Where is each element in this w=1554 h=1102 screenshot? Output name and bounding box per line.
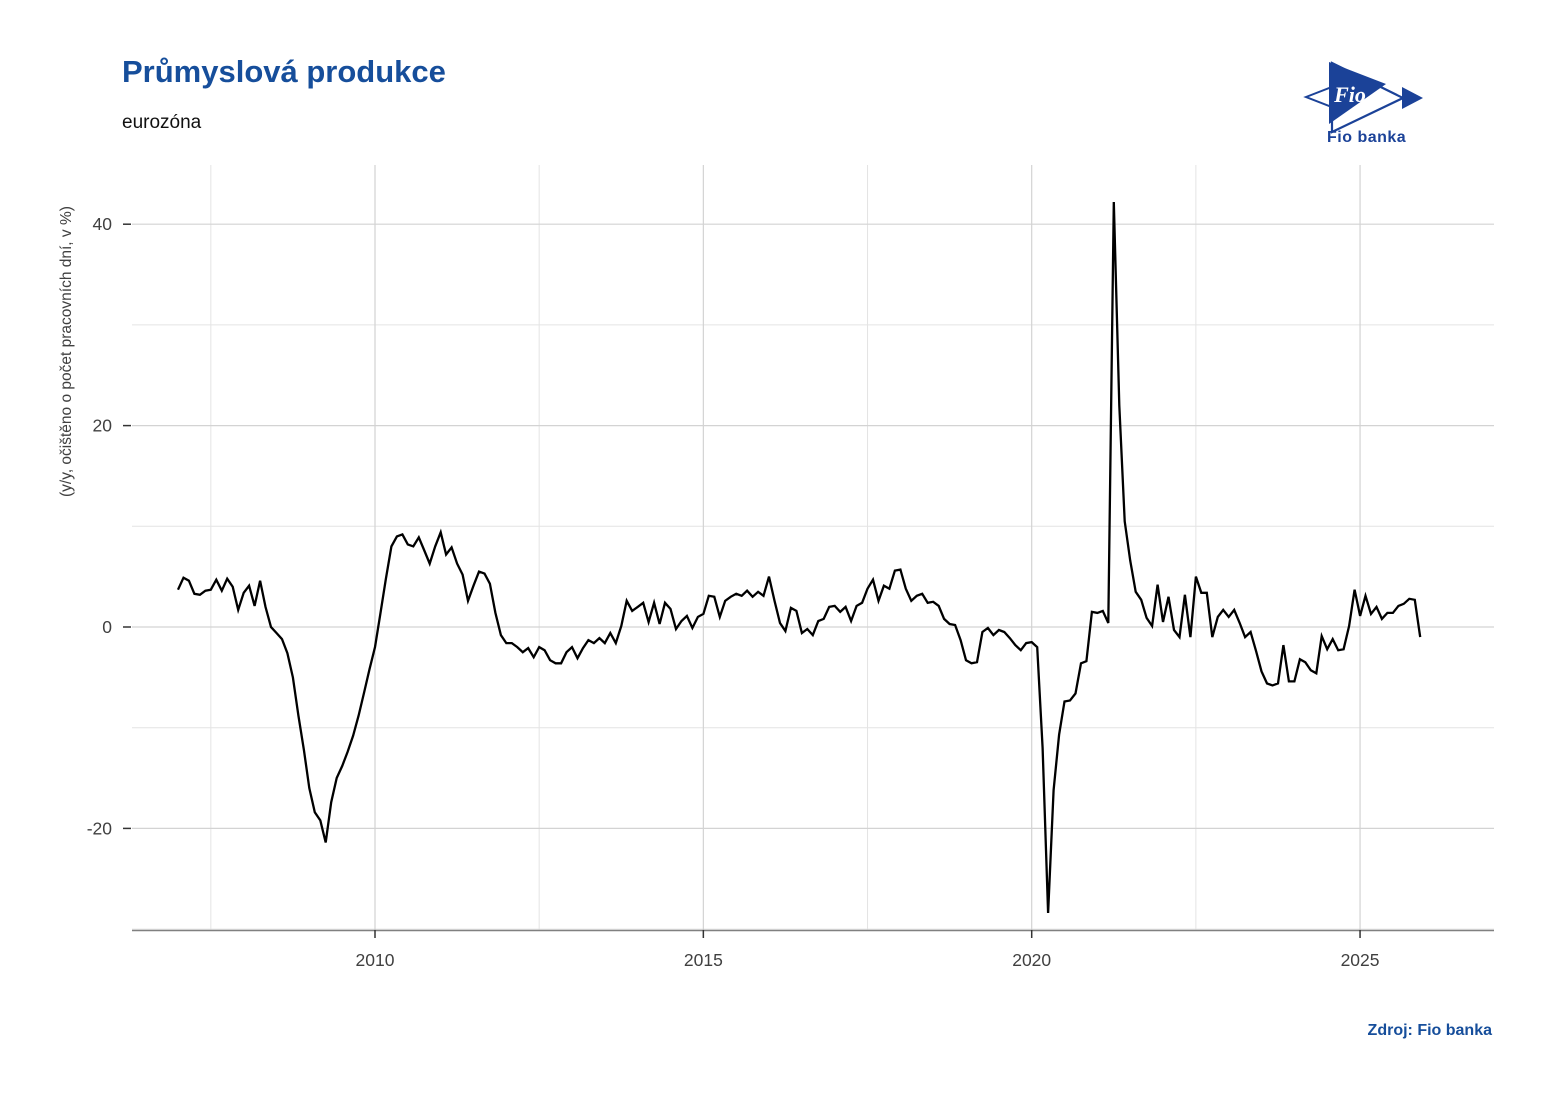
y-axis-tick-label: -20	[87, 818, 113, 838]
x-axis-tick-label: 2020	[1012, 950, 1051, 970]
page-title: Průmyslová produkce	[122, 54, 446, 89]
x-axis-tick-label: 2015	[684, 950, 723, 970]
logo-right-arrow	[1402, 87, 1423, 109]
logo-symbol-text: Fio	[1333, 82, 1366, 107]
y-axis-tick-label: 0	[102, 617, 112, 637]
data-line-series	[176, 201, 1422, 914]
logo-solid-flag	[1329, 62, 1386, 124]
y-axis-tick-label: 40	[93, 214, 113, 234]
y-axis-tick-label: 20	[93, 416, 113, 436]
source-note: Zdroj: Fio banka	[1367, 1022, 1492, 1039]
page-subtitle: eurozóna	[122, 112, 202, 133]
x-axis-tick-label: 2010	[356, 950, 395, 970]
fio-logo: Fio	[1303, 61, 1423, 134]
logo-wordmark: Fio banka	[1327, 129, 1407, 146]
x-axis-tick-label: 2025	[1341, 950, 1380, 970]
